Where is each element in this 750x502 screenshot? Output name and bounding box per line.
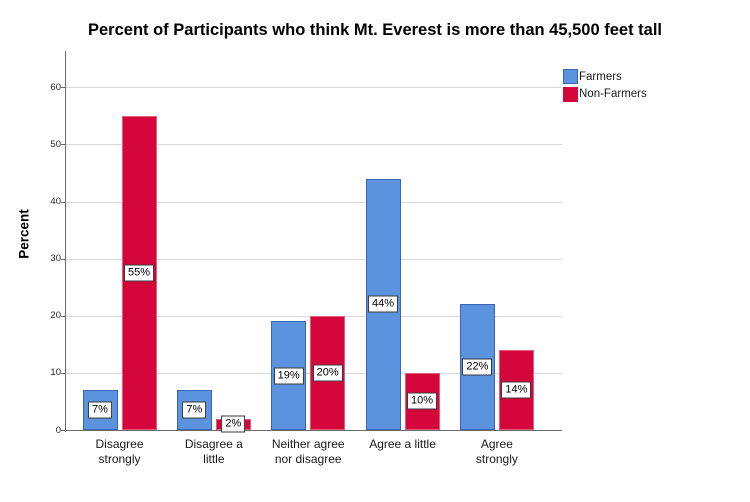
legend-label-farmers: Farmers xyxy=(579,70,622,83)
value-label-farmers-3: 19% xyxy=(273,367,304,385)
legend-item-farmers: Farmers xyxy=(563,69,647,84)
legend: Farmers Non-Farmers xyxy=(563,69,647,104)
gridline-60 xyxy=(66,87,562,89)
category-label-2: Disagree a little xyxy=(162,437,266,466)
category-label-3: Neither agree nor disagree xyxy=(256,437,360,466)
category-label-line: strongly xyxy=(98,451,141,466)
y-tick-label-10: 10 xyxy=(50,367,61,379)
y-tick-0 xyxy=(60,430,65,431)
value-label-farmers-4: 44% xyxy=(368,295,399,313)
value-label-non-farmers-4: 10% xyxy=(407,392,438,410)
category-label-line: little xyxy=(203,451,225,466)
y-tick-10 xyxy=(60,372,65,374)
category-label-1: Disagree strongly xyxy=(68,437,172,466)
gridline-30 xyxy=(66,258,562,260)
chart-title: Percent of Participants who think Mt. Ev… xyxy=(87,21,662,39)
y-tick-20 xyxy=(60,315,65,317)
value-label-non-farmers-3: 20% xyxy=(312,364,343,382)
value-label-non-farmers-2: 2% xyxy=(221,415,246,433)
y-tick-40 xyxy=(60,201,65,203)
x-axis-line xyxy=(64,429,562,432)
value-label-farmers-2: 7% xyxy=(182,401,207,419)
y-tick-60 xyxy=(60,87,65,89)
category-label-line: strongly xyxy=(475,451,518,466)
y-tick-50 xyxy=(60,144,65,146)
value-label-non-farmers-5: 14% xyxy=(501,381,532,399)
value-label-non-farmers-1: 55% xyxy=(123,264,155,282)
category-label-4: Agree a little xyxy=(351,437,455,452)
y-tick-label-50: 50 xyxy=(50,138,61,150)
value-label-farmers-5: 22% xyxy=(462,358,493,376)
category-label-line: nor disagree xyxy=(274,451,342,466)
category-label-line: Disagree xyxy=(95,437,144,451)
legend-label-non-farmers: Non-Farmers xyxy=(579,88,647,100)
y-tick-30 xyxy=(60,258,65,260)
y-tick-label-40: 40 xyxy=(50,196,61,208)
category-label-line: Neither agree xyxy=(271,437,345,451)
y-axis-line xyxy=(64,51,66,432)
category-label-5: Agree strongly xyxy=(445,437,549,466)
gridline-50 xyxy=(66,144,562,146)
category-label-line: Agree a little xyxy=(369,437,436,451)
gridline-40 xyxy=(66,201,562,203)
y-tick-label-60: 60 xyxy=(50,81,61,93)
legend-swatch-farmers-icon xyxy=(563,69,578,84)
y-tick-label-0: 0 xyxy=(55,424,61,436)
y-tick-label-20: 20 xyxy=(50,310,61,322)
category-label-line: Disagree a xyxy=(184,437,243,451)
y-tick-label-30: 30 xyxy=(50,253,61,265)
value-label-farmers-1: 7% xyxy=(88,401,112,419)
legend-item-non-farmers: Non-Farmers xyxy=(563,86,647,102)
legend-swatch-non-farmers-icon xyxy=(563,86,578,102)
category-label-line: Agree xyxy=(480,437,513,451)
